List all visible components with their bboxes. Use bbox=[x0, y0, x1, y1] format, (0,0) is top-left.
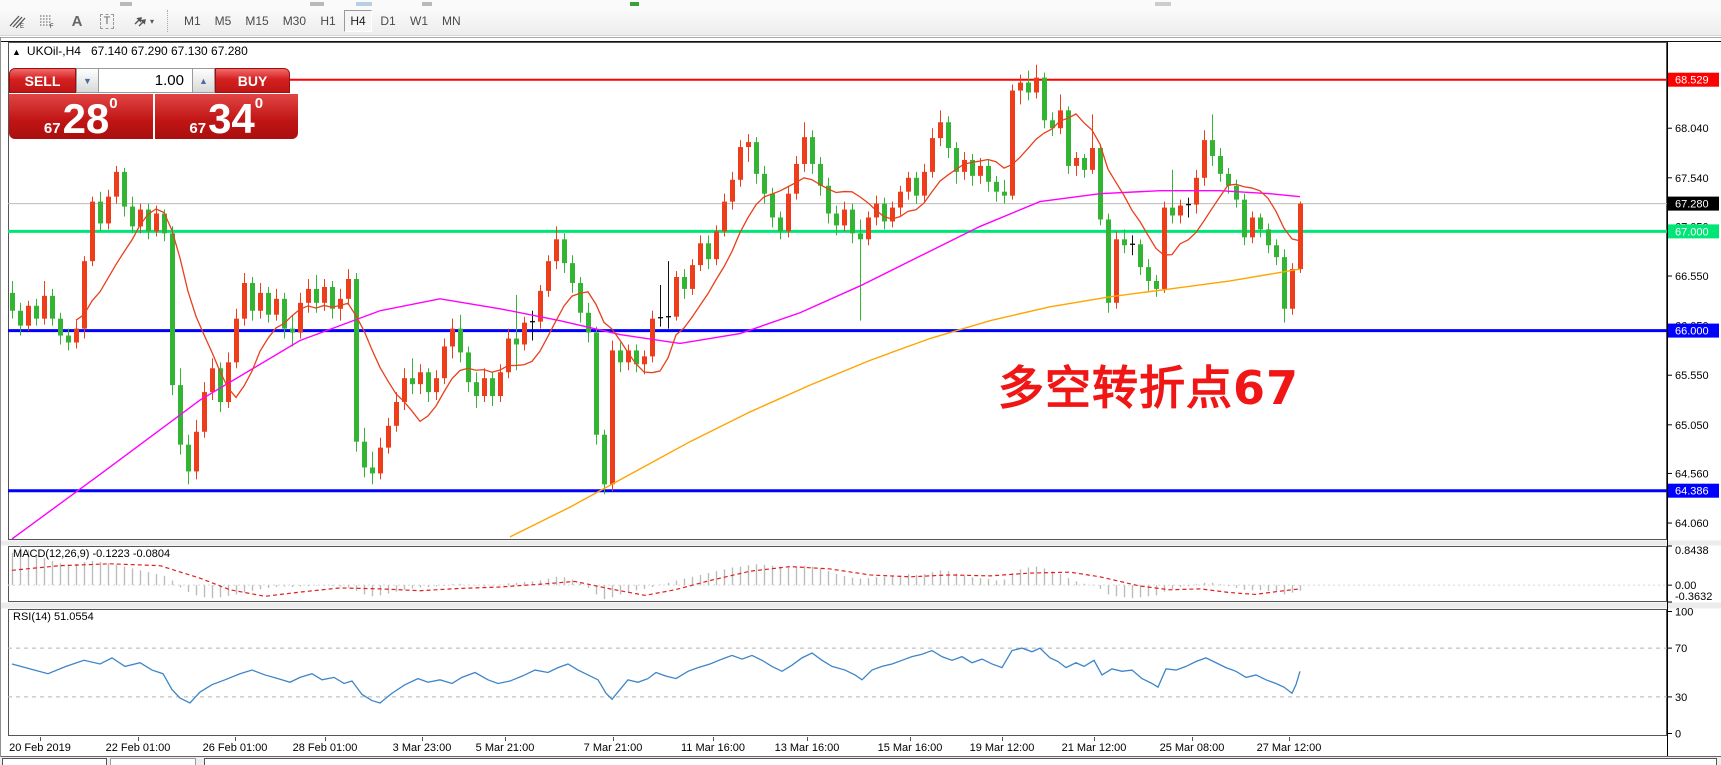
sell-price-whole: 67 bbox=[43, 120, 61, 137]
down-arrow-icon: ▼ bbox=[83, 75, 92, 86]
svg-text:0: 0 bbox=[1675, 729, 1681, 741]
svg-text:64.060: 64.060 bbox=[1675, 518, 1709, 530]
svg-text:65.550: 65.550 bbox=[1675, 370, 1709, 382]
text-tool-icon[interactable]: A bbox=[71, 12, 83, 30]
collapse-arrow-icon[interactable]: ▲ bbox=[12, 47, 21, 57]
time-scale[interactable]: 20 Feb 2019 22 Feb 01:00 26 Feb 01:00 28 Fe… bbox=[9, 737, 1321, 754]
svg-text:100: 100 bbox=[1675, 607, 1693, 619]
tab-m15[interactable]: M15 bbox=[245, 14, 269, 28]
clipped-icon bbox=[120, 2, 132, 6]
svg-text:19 Mar 12:00: 19 Mar 12:00 bbox=[970, 742, 1035, 754]
window-border bbox=[0, 41, 1721, 42]
tab-h1[interactable]: H1 bbox=[320, 14, 336, 28]
volume-input[interactable] bbox=[99, 68, 192, 93]
macd-label: MACD(12,26,9) -0.1223 -0.0804 bbox=[13, 548, 171, 560]
clipped-icon bbox=[630, 2, 639, 6]
svg-text:0.00: 0.00 bbox=[1675, 580, 1696, 592]
svg-text:28 Feb 01:00: 28 Feb 01:00 bbox=[293, 742, 358, 754]
buy-price-pips: 34 bbox=[208, 94, 255, 142]
sell-price-point: 0 bbox=[109, 95, 118, 112]
svg-text:68.529: 68.529 bbox=[1675, 75, 1709, 87]
svg-text:3 Mar 23:00: 3 Mar 23:00 bbox=[393, 742, 452, 754]
up-arrow-icon: ▲ bbox=[199, 75, 208, 86]
fibonacci-tool-icon[interactable]: F bbox=[34, 9, 60, 33]
svg-text:26 Feb 01:00: 26 Feb 01:00 bbox=[203, 742, 268, 754]
svg-text:66.550: 66.550 bbox=[1675, 271, 1709, 283]
buy-price-display[interactable]: 67 34 0 bbox=[154, 94, 298, 142]
toolbar-separator bbox=[167, 10, 172, 32]
clipped-icon bbox=[422, 2, 432, 6]
sell-price-pips: 28 bbox=[62, 94, 110, 142]
svg-text:15 Mar 16:00: 15 Mar 16:00 bbox=[878, 742, 943, 754]
clipped-panel bbox=[204, 758, 1717, 765]
svg-text:0.8438: 0.8438 bbox=[1675, 545, 1709, 557]
svg-text:E: E bbox=[20, 24, 24, 29]
rsi-panel: 100 70 30 0 bbox=[8, 607, 1693, 741]
window-border bbox=[0, 37, 1721, 38]
svg-text:67.000: 67.000 bbox=[1675, 226, 1709, 238]
svg-text:25 Mar 08:00: 25 Mar 08:00 bbox=[1160, 742, 1225, 754]
clipped-icon bbox=[1155, 2, 1171, 6]
clipped-icon bbox=[310, 2, 324, 6]
buy-price-whole: 67 bbox=[189, 120, 207, 137]
svg-text:70: 70 bbox=[1675, 643, 1687, 655]
svg-text:68.040: 68.040 bbox=[1675, 123, 1709, 135]
toolbar: E F A T ▾ M1 M5 M15 M30 H1 H4 D1 W1 MN bbox=[0, 7, 1721, 36]
label-tool-icon[interactable]: T bbox=[94, 9, 120, 33]
tab-h4[interactable]: H4 bbox=[344, 10, 373, 32]
rsi-label: RSI(14) 51.0554 bbox=[13, 611, 94, 623]
moving-averages-layer bbox=[11, 113, 1301, 540]
price-scale[interactable]: 68.04067.54067.05066.55066.05065.55065.0… bbox=[1667, 72, 1719, 530]
chart-annotation-text: 多空转折点67 bbox=[998, 361, 1300, 415]
svg-text:67.540: 67.540 bbox=[1675, 173, 1709, 185]
symbol-name: UKOil-,H4 bbox=[26, 44, 81, 58]
chart-title: ▲ UKOil-,H4 67.140 67.290 67.130 67.280 bbox=[12, 44, 248, 58]
clipped-panel bbox=[110, 758, 196, 765]
buy-price-point: 0 bbox=[254, 95, 264, 112]
tab-m30[interactable]: M30 bbox=[282, 14, 307, 28]
sell-price-display[interactable]: 67 28 0 bbox=[9, 94, 153, 139]
clipped-bottom-strip bbox=[0, 757, 1721, 765]
svg-text:-0.3632: -0.3632 bbox=[1675, 591, 1712, 603]
clipped-toolbar-row bbox=[0, 0, 1721, 7]
buy-button[interactable]: BUY bbox=[215, 68, 290, 93]
arrows-tool-icon[interactable]: ▾ bbox=[124, 9, 162, 33]
clipped-panel bbox=[2, 758, 107, 765]
svg-text:27 Mar 12:00: 27 Mar 12:00 bbox=[1257, 742, 1322, 754]
dropdown-caret-icon[interactable]: ▾ bbox=[149, 16, 154, 26]
tab-m1[interactable]: M1 bbox=[184, 14, 201, 28]
panel-borders bbox=[0, 37, 1721, 765]
volume-increase-button[interactable]: ▲ bbox=[192, 68, 215, 93]
svg-text:64.560: 64.560 bbox=[1675, 468, 1709, 480]
volume-decrease-button[interactable]: ▼ bbox=[76, 68, 99, 93]
ohlc-values: 67.140 67.290 67.130 67.280 bbox=[90, 44, 248, 58]
svg-text:21 Mar 12:00: 21 Mar 12:00 bbox=[1062, 742, 1127, 754]
tab-w1[interactable]: W1 bbox=[410, 14, 429, 28]
svg-text:5 Mar 21:00: 5 Mar 21:00 bbox=[476, 742, 535, 754]
svg-text:66.000: 66.000 bbox=[1675, 326, 1709, 338]
clipped-icon bbox=[356, 2, 372, 6]
macd-panel: 0.8438 0.00-0.3632 bbox=[8, 545, 1712, 603]
sell-button[interactable]: SELL bbox=[9, 68, 76, 93]
svg-text:13 Mar 16:00: 13 Mar 16:00 bbox=[775, 742, 840, 754]
tab-mn[interactable]: MN bbox=[442, 14, 461, 28]
svg-text:30: 30 bbox=[1675, 692, 1687, 704]
tab-d1[interactable]: D1 bbox=[380, 14, 396, 28]
svg-text:65.050: 65.050 bbox=[1675, 420, 1709, 432]
svg-text:20 Feb 2019: 20 Feb 2019 bbox=[9, 742, 71, 754]
svg-text:67.280: 67.280 bbox=[1675, 199, 1709, 211]
svg-text:F: F bbox=[50, 24, 54, 29]
candles-layer bbox=[10, 64, 1303, 495]
svg-text:22 Feb 01:00: 22 Feb 01:00 bbox=[106, 742, 171, 754]
svg-text:7 Mar 21:00: 7 Mar 21:00 bbox=[584, 742, 643, 754]
one-click-trading-panel: SELL ▼ ▲ BUY 67 28 0 67 34 0 bbox=[9, 68, 298, 142]
tab-m5[interactable]: M5 bbox=[214, 14, 232, 28]
channel-tool-icon[interactable]: E bbox=[4, 9, 30, 33]
svg-text:11 Mar 16:00: 11 Mar 16:00 bbox=[681, 742, 745, 754]
svg-text:64.386: 64.386 bbox=[1675, 486, 1709, 498]
